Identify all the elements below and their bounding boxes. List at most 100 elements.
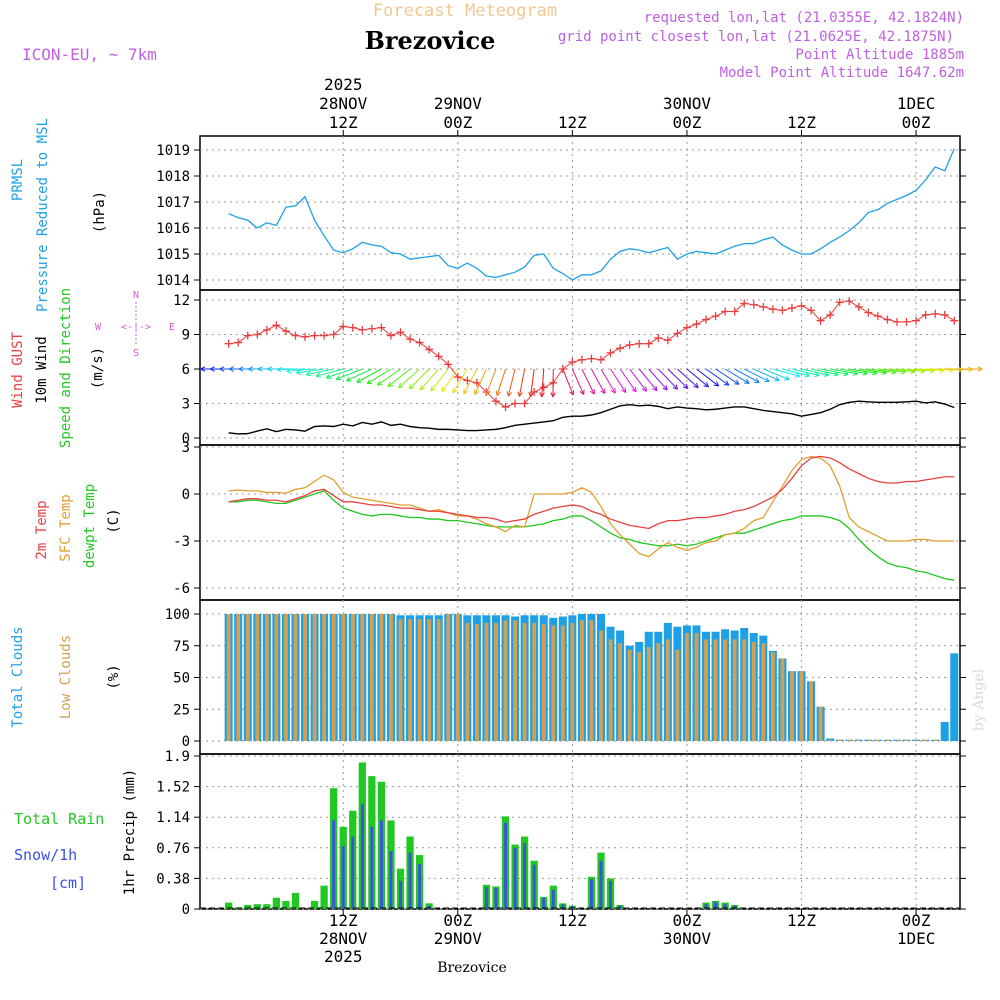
low-cloud-bar [522,622,527,741]
ytick-label-precipitation: 0.76 [156,841,190,857]
low-cloud-bar [484,622,489,741]
low-cloud-bar [742,639,747,741]
wind-direction-arrow [887,368,916,373]
gust-marker [434,352,443,361]
wind-arrow-head [784,375,790,381]
wind-arrow-head [495,390,501,397]
low-cloud-bar [790,671,794,741]
wind-direction-arrow [896,368,925,372]
wind-direction-arrow [356,368,382,383]
wind-arrow-head [641,386,648,392]
gust-marker [902,317,911,326]
gust-marker [854,302,863,311]
wind-direction-arrow [686,368,709,388]
snow-bar [427,905,431,909]
wind-direction-arrow [518,368,526,397]
low-cloud-bar [933,739,938,741]
wind-direction-arrow [286,368,315,372]
gust-marker [702,315,711,324]
low-cloud-bar [303,614,307,741]
ytick-label-clouds: 75 [173,639,190,655]
wind-arrow-head [419,385,426,391]
top-time-label: 00Z [672,113,701,132]
wind-arrow-head [713,381,720,387]
wind-arrow-head [408,383,415,390]
ytick-label-wind: 0 [182,431,190,447]
bottom-time-label: 2025 [324,947,363,966]
wind-arrow-head [335,375,342,381]
wind-arrow-head [703,382,709,388]
wind-direction-arrow [791,368,820,376]
low-cloud-bar [236,614,241,741]
low-cloud-bar [360,614,365,741]
wind-arrow-head [774,376,780,382]
gust-marker [835,298,844,307]
snow-bar [733,905,737,909]
precip-ylabel: 1hr Precip (mm) [122,769,138,895]
snow-bar [523,842,527,909]
low-cloud-bar [465,622,470,741]
product-title: Forecast Meteogram [373,1,557,21]
ytick-label-pressure: 1018 [156,169,190,185]
wind-direction-arrow [530,368,535,397]
gust-marker [491,397,500,406]
gust-marker [425,345,434,354]
low-cloud-bar [770,652,775,741]
low-cloud-bar [837,739,842,741]
bottom-time-label: 12Z [329,911,358,930]
top-time-label: 00Z [443,113,472,132]
wind-direction-arrow [667,368,689,389]
wind-arrow-head [672,384,679,390]
low-cloud-bar [408,619,412,741]
low-cloud-bar [331,614,336,741]
gust-marker [444,360,453,369]
snow-bar [599,860,603,909]
gridpoint-coords: grid point closest lon,lat (21.0625E, 42… [558,29,954,45]
footer-location: Brezovice [437,960,507,976]
gust-marker [348,323,357,332]
wind-direction-arrow [830,368,858,375]
wind-direction-arrow [877,368,906,373]
wind-arrow-head [430,386,436,392]
snow-bar [570,905,574,909]
bottom-time-label: 1DEC [897,929,936,948]
ytick-label-wind: 6 [182,362,190,378]
low-cloud-bar [656,643,661,741]
wind-direction-arrow [629,368,647,392]
low-cloud-bar [389,614,393,741]
wind-direction-arrow [474,368,487,395]
wind-arrow-head [286,368,292,374]
ytick-label-pressure: 1014 [156,273,190,289]
low-cloud-bar [923,739,928,741]
ytick-label-pressure: 1017 [156,195,190,211]
watermark: by Angel [971,668,987,731]
snow-bar [408,852,412,909]
snow-bar [379,820,383,909]
ytick-label-temperature: 3 [182,440,190,456]
top-time-label: 12Z [787,113,816,132]
low-cloud-bar [417,619,422,741]
snow-bar [704,904,708,909]
low-cloud-bar [875,739,880,741]
wind-arrow-head [305,371,312,377]
low-cloud-bar [675,649,680,741]
gust-marker [358,325,367,334]
wind-direction-arrow [507,368,516,397]
low-cloud-bar [274,614,279,741]
rain-bar [320,885,328,909]
wind-direction-arrow [619,368,637,393]
low-cloud-bar [818,706,823,741]
wind-arrow-head [683,383,689,389]
wind-arrow-head [229,366,234,372]
snow-bar [590,879,593,909]
wind-direction-arrow [705,368,730,386]
snow-bar [389,851,393,909]
wind-arrow-head [550,392,556,398]
snow-bar [360,804,364,909]
rain-bar [263,904,271,909]
low-cloud-bar [618,643,623,741]
snow-bar [561,904,565,909]
gust-marker [463,376,472,385]
top-time-label: 29NOV [434,94,483,113]
wind-speed-line [228,400,955,435]
